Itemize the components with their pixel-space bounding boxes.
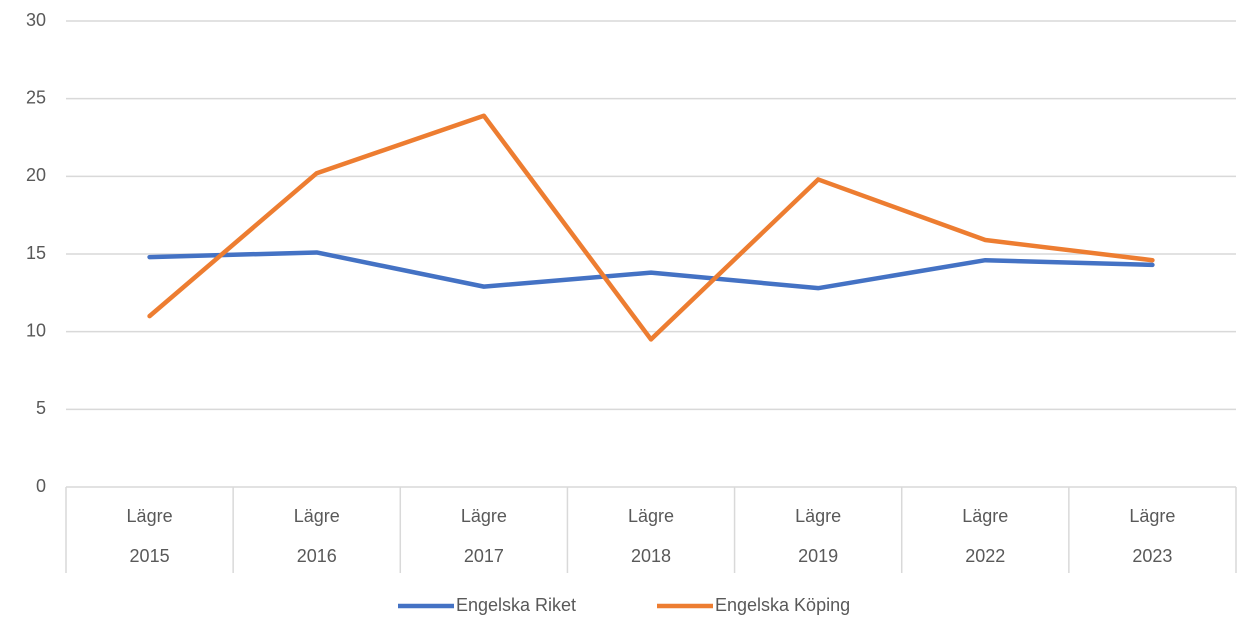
y-tick-label: 30	[26, 10, 46, 30]
legend-label: Engelska Riket	[456, 595, 576, 615]
x-group-label: 2022	[965, 546, 1005, 566]
y-tick-label: 10	[26, 320, 46, 340]
x-group-label: 2017	[464, 546, 504, 566]
x-tick-label: Lägre	[628, 506, 674, 526]
y-tick-label: 25	[26, 87, 46, 107]
x-tick-label: Lägre	[127, 506, 173, 526]
y-tick-label: 5	[36, 398, 46, 418]
y-tick-label: 15	[26, 243, 46, 263]
x-tick-label: Lägre	[962, 506, 1008, 526]
x-tick-label: Lägre	[294, 506, 340, 526]
x-group-label: 2019	[798, 546, 838, 566]
x-group-label: 2018	[631, 546, 671, 566]
series-line	[147, 113, 1155, 342]
y-tick-label: 20	[26, 165, 46, 185]
legend-label: Engelska Köping	[715, 595, 850, 615]
x-group-label: 2015	[130, 546, 170, 566]
series-line	[147, 250, 1155, 291]
y-tick-label: 0	[36, 476, 46, 496]
x-group-label: 2016	[297, 546, 337, 566]
x-tick-label: Lägre	[1129, 506, 1175, 526]
x-group-label: 2023	[1132, 546, 1172, 566]
x-tick-label: Lägre	[461, 506, 507, 526]
x-tick-label: Lägre	[795, 506, 841, 526]
